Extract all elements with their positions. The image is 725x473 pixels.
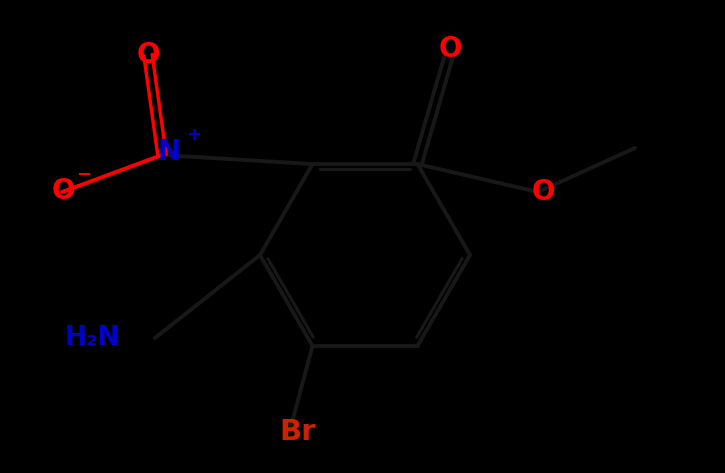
Text: H₂N: H₂N (65, 325, 120, 351)
Text: O: O (51, 177, 75, 205)
Text: O: O (531, 178, 555, 206)
Text: −: − (76, 166, 91, 184)
Text: O: O (438, 35, 462, 63)
Text: N: N (157, 138, 181, 166)
Text: Br: Br (280, 418, 316, 446)
Text: O: O (136, 41, 160, 69)
Text: +: + (186, 126, 202, 144)
